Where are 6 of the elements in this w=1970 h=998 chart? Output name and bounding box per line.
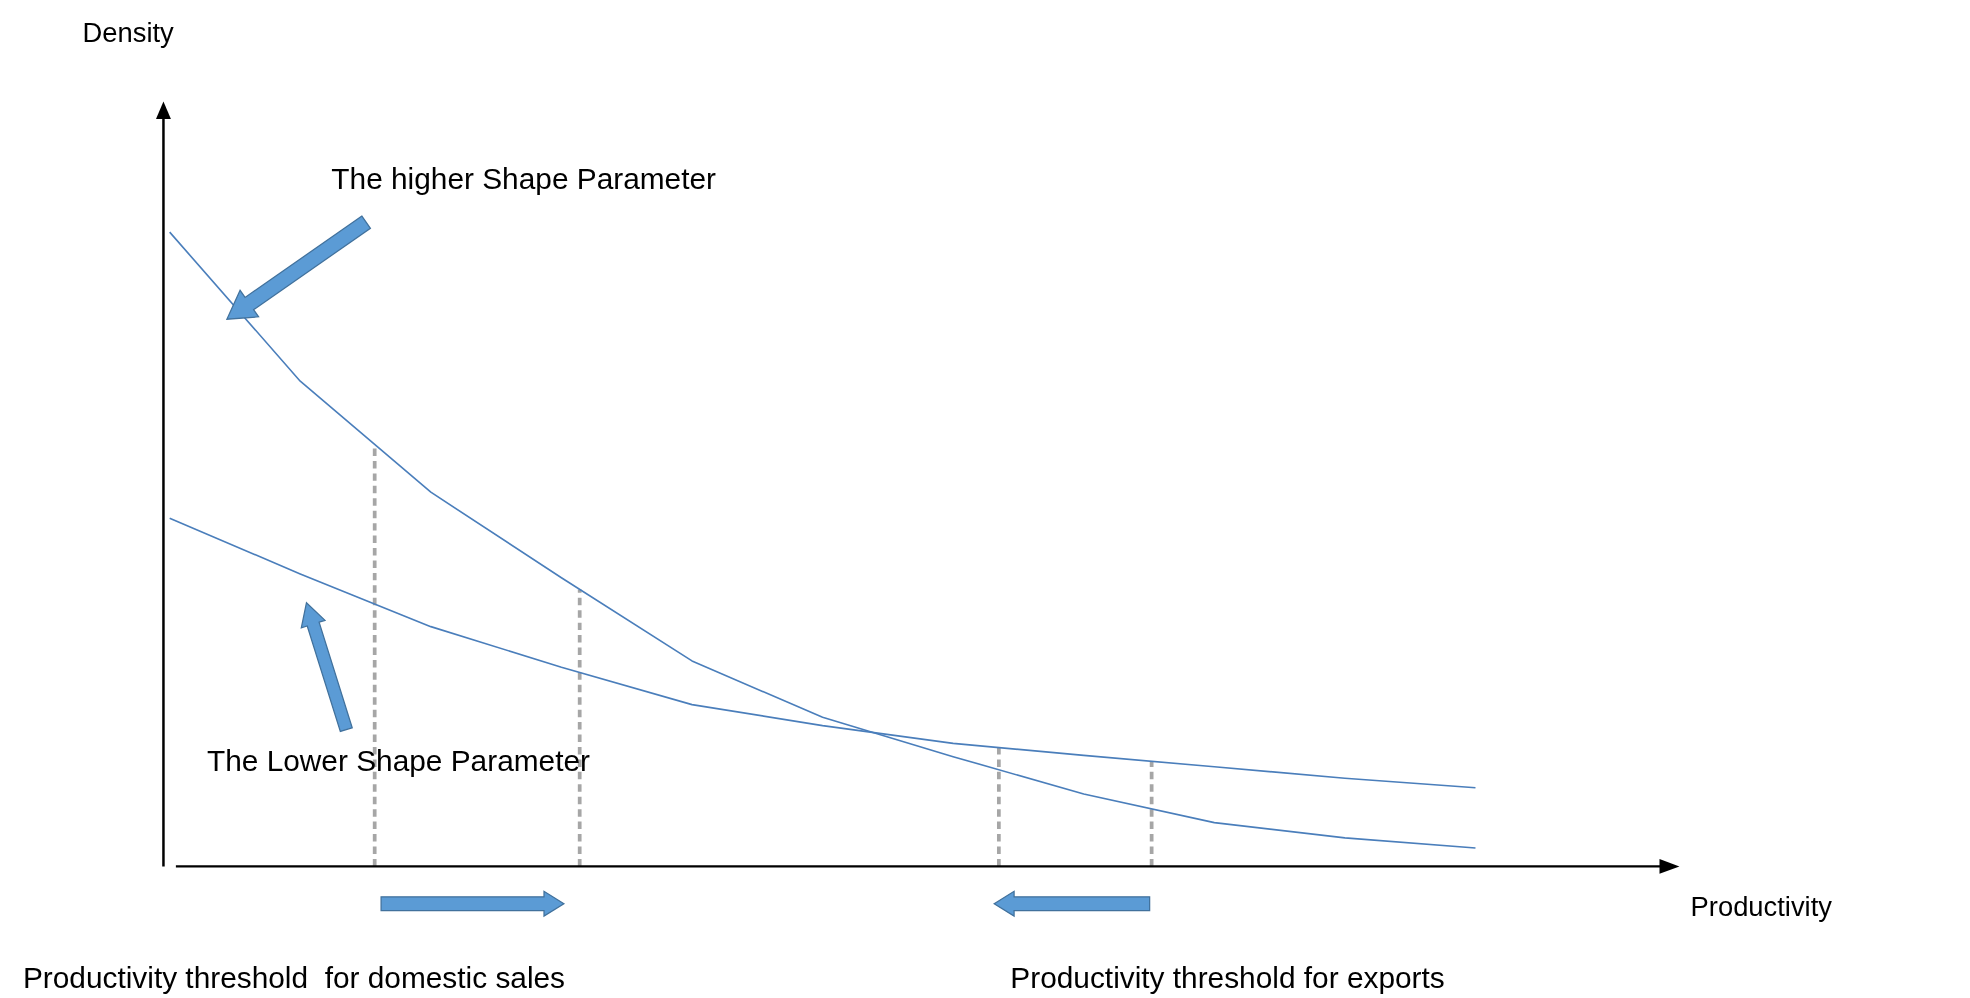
annotation: The Lower Shape Parameter xyxy=(206,743,591,777)
text: Density xyxy=(82,16,175,48)
text: Productivity xyxy=(1690,891,1833,923)
text: Productivity threshold for domestic sales xyxy=(22,961,566,995)
text: Productivity threshold for exports xyxy=(1010,961,1445,995)
text: The higher Shape Parameter xyxy=(331,161,717,195)
